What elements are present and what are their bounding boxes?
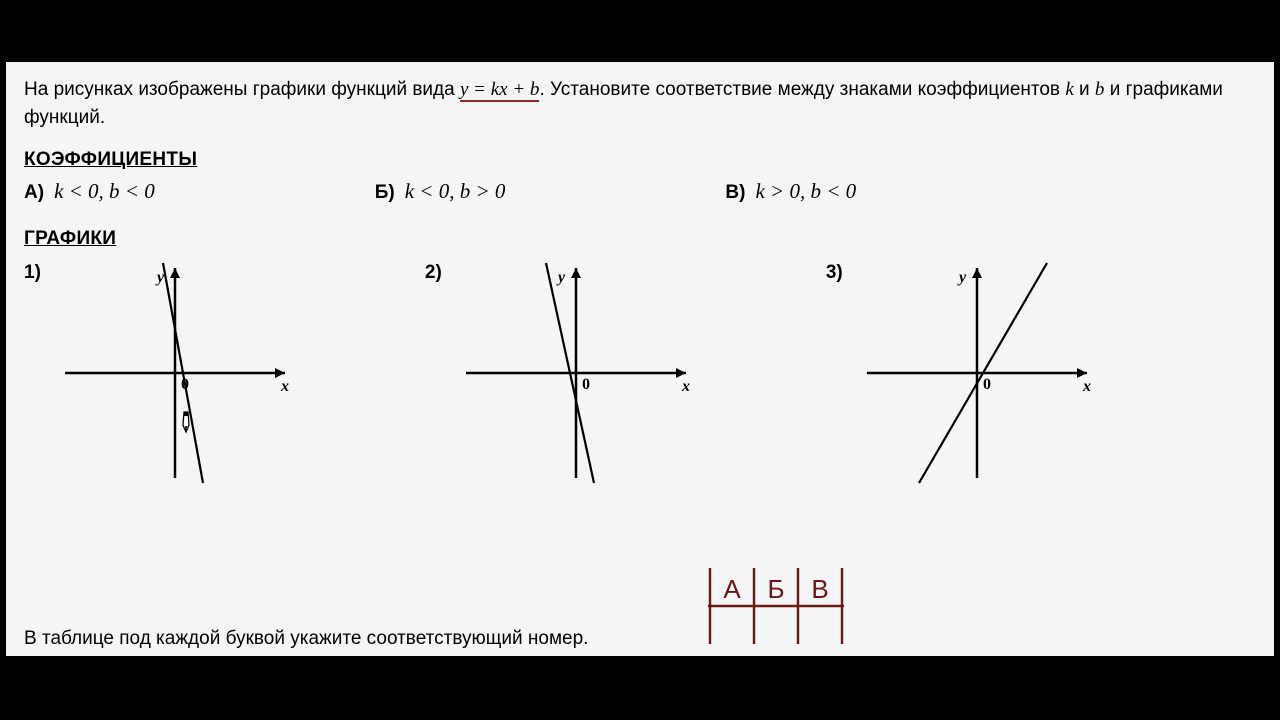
svg-text:Б: Б (767, 574, 784, 604)
graphs-heading: ГРАФИКИ (24, 228, 1256, 250)
answer-table: АБВ (706, 566, 846, 646)
svg-text:А: А (723, 574, 741, 604)
svg-text:В: В (811, 574, 828, 604)
coef-a-math: k < 0, b < 0 (54, 179, 155, 204)
var-b: b (1095, 79, 1105, 100)
svg-text:x: x (681, 378, 690, 395)
svg-text:y: y (957, 269, 967, 286)
coefficients-row: А) k < 0, b < 0 Б) k < 0, b > 0 В) k > 0… (24, 179, 1256, 204)
graph-3: 3) x y 0 (826, 258, 1107, 488)
var-k: k (1065, 79, 1073, 100)
footer-instruction: В таблице под каждой буквой укажите соот… (24, 628, 588, 650)
coef-v-label: В) (725, 182, 745, 204)
svg-text:x: x (1082, 378, 1091, 395)
coef-a-label: А) (24, 182, 44, 204)
answer-table-grid: АБВ (706, 566, 846, 646)
coef-v-math: k > 0, b < 0 (755, 179, 856, 204)
problem-text-and: и (1074, 79, 1095, 100)
graph-3-label: 3) (826, 258, 843, 284)
svg-text:x: x (280, 378, 289, 395)
equation: y = kx + b (460, 79, 539, 102)
coefficients-heading: КОЭФФИЦИЕНТЫ (24, 149, 1256, 171)
graph-1-label: 1) (24, 258, 41, 284)
graph-2-plot: x y 0 (446, 258, 706, 488)
graph-2: 2) x y 0 (425, 258, 706, 488)
problem-statement: На рисунках изображены графики функций в… (24, 76, 1256, 131)
graph-2-label: 2) (425, 258, 442, 284)
graph-1: 1) xy0 (24, 258, 305, 488)
coef-v: В) k > 0, b < 0 (725, 179, 856, 204)
coef-b-label: Б) (375, 182, 395, 204)
graph-1-plot: xy0 (45, 258, 305, 488)
svg-text:0: 0 (582, 376, 590, 393)
coef-b-math: k < 0, b > 0 (405, 179, 506, 204)
graph-3-plot: x y 0 (847, 258, 1107, 488)
worksheet-page: На рисунках изображены графики функций в… (6, 62, 1274, 656)
coef-a: А) k < 0, b < 0 (24, 179, 155, 204)
coef-b: Б) k < 0, b > 0 (375, 179, 506, 204)
svg-text:y: y (556, 269, 566, 286)
graphs-row: 1) xy0 2) xy0 3) xy0 (24, 258, 1256, 488)
problem-text-1: На рисунках изображены графики функций в… (24, 79, 460, 100)
problem-text-2: . Установите соответствие между знаками … (539, 79, 1065, 100)
svg-text:0: 0 (983, 376, 991, 393)
